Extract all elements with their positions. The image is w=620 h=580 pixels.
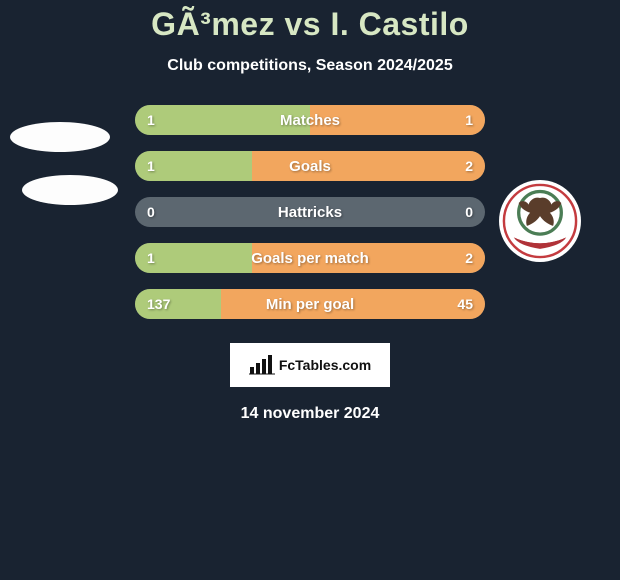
stat-value-left: 137: [147, 296, 170, 312]
stat-row: 1 Goals 2: [135, 151, 485, 181]
stat-row: 137 Min per goal 45: [135, 289, 485, 319]
stat-label: Min per goal: [266, 296, 354, 313]
stat-value-left: 1: [147, 112, 155, 128]
stat-label: Matches: [280, 112, 340, 129]
stat-row: 1 Goals per match 2: [135, 243, 485, 273]
crest-icon: [499, 180, 581, 262]
stat-label: Hattricks: [278, 204, 342, 221]
stat-value-right: 2: [465, 250, 473, 266]
player-left-avatar-shape-1: [10, 122, 110, 152]
stat-value-left: 1: [147, 158, 155, 174]
branding-label: FcTables.com: [279, 357, 371, 373]
stats-list: 1 Matches 1 1 Goals 2 0 Hattricks 0 1 Goals per ma…: [135, 105, 485, 319]
stat-row: 0 Hattricks 0: [135, 197, 485, 227]
stat-value-right: 1: [465, 112, 473, 128]
stat-label: Goals: [289, 158, 331, 175]
player-left-avatar-shape-2: [22, 175, 118, 205]
stat-value-right: 0: [465, 204, 473, 220]
stat-value-right: 2: [465, 158, 473, 174]
date-label: 14 november 2024: [0, 405, 620, 423]
page-subtitle: Club competitions, Season 2024/2025: [0, 57, 620, 75]
stat-row: 1 Matches 1: [135, 105, 485, 135]
stat-value-left: 1: [147, 250, 155, 266]
stat-label: Goals per match: [251, 250, 369, 267]
stat-value-right: 45: [457, 296, 473, 312]
player-right-crest: [499, 180, 581, 262]
bar-chart-icon: [249, 355, 275, 375]
stat-bar-right: [252, 151, 485, 181]
page-title: GÃ³mez vs I. Castilo: [0, 6, 620, 43]
widget-container: GÃ³mez vs I. Castilo Club competitions, …: [0, 0, 620, 580]
stat-value-left: 0: [147, 204, 155, 220]
branding-box[interactable]: FcTables.com: [230, 343, 390, 387]
